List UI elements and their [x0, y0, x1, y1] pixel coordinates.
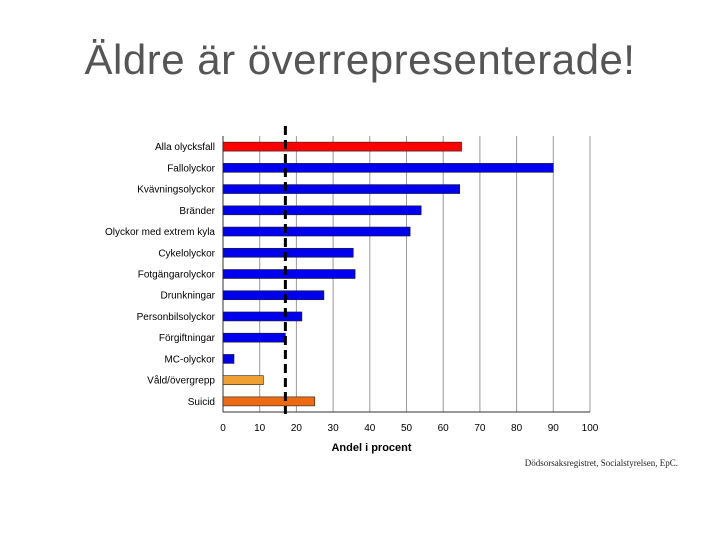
bar-11	[222, 375, 264, 385]
x-tick-label-7: 70	[474, 423, 486, 434]
x-tick-label-4: 40	[364, 423, 376, 434]
bar-5	[222, 247, 354, 258]
category-label-3: Bränder	[179, 206, 215, 217]
bar-8	[222, 311, 303, 322]
category-label-1: Fallolyckor	[167, 163, 215, 174]
x-tick-label-0: 0	[220, 423, 226, 434]
bar-1	[222, 163, 554, 173]
bar-0	[222, 141, 462, 152]
x-tick-label-9: 90	[548, 423, 560, 434]
x-tick-label-1: 10	[254, 423, 266, 434]
category-label-4: Olyckor med extrem kyla	[105, 227, 215, 238]
x-tick-label-6: 60	[438, 423, 450, 434]
bar-9	[222, 332, 286, 343]
bar-6	[222, 269, 356, 279]
category-label-10: MC-olyckor	[164, 354, 215, 365]
category-label-9: Förgiftningar	[159, 333, 216, 344]
slide-title: Äldre är överrepresenterade!	[84, 36, 636, 83]
category-label-0: Alla olycksfall	[155, 142, 215, 153]
x-tick-label-5: 50	[401, 423, 413, 434]
bar-3	[222, 205, 422, 216]
x-tick-label-2: 20	[291, 423, 303, 434]
x-axis-title: Andel i procent	[331, 442, 411, 454]
category-label-6: Fotgängarolyckor	[138, 270, 216, 281]
source-note: Dödsorsaksregistret, Socialstyrelsen, Ep…	[524, 458, 678, 468]
category-label-2: Kvävningsolyckor	[137, 185, 215, 196]
bar-2	[222, 184, 461, 194]
bar-10	[222, 354, 235, 364]
bar-7	[222, 290, 325, 301]
bar-4	[222, 226, 411, 237]
category-label-12: Suicid	[188, 397, 215, 408]
category-label-7: Drunkningar	[161, 291, 216, 302]
category-label-5: Cykelolyckor	[158, 248, 215, 259]
bar-12	[222, 396, 316, 407]
x-tick-label-3: 30	[328, 423, 340, 434]
x-tick-label-10: 100	[582, 423, 599, 434]
category-label-8: Personbilsolyckor	[137, 312, 216, 323]
category-label-11: Våld/övergrepp	[147, 375, 215, 387]
x-tick-label-8: 80	[511, 423, 523, 434]
